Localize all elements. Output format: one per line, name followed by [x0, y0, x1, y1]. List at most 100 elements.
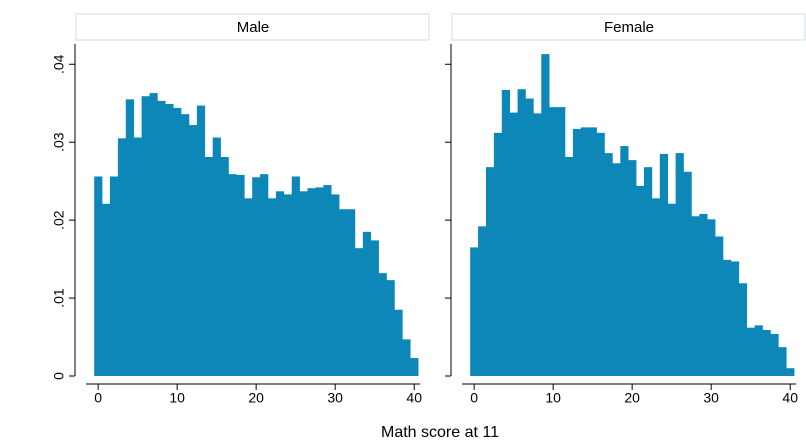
y-tick-label: .04: [51, 54, 67, 74]
x-tick-label: 10: [545, 390, 561, 406]
histogram-bar: [628, 160, 637, 376]
histogram-bar: [362, 231, 372, 376]
histogram-bar: [299, 191, 308, 376]
histogram-bar: [730, 261, 740, 376]
histogram-bar: [94, 176, 103, 376]
histogram-bar: [228, 174, 237, 376]
y-tick-label: 0: [51, 372, 67, 380]
histogram-bar: [596, 132, 605, 376]
panel-header: [75, 13, 430, 41]
histogram-bar: [746, 327, 755, 376]
panel-title: Female: [604, 19, 654, 36]
histogram-bar: [291, 176, 300, 376]
histogram-bar: [157, 100, 166, 376]
histogram-bar: [378, 273, 387, 376]
histogram-bar: [244, 198, 253, 376]
histogram-bar: [252, 177, 261, 376]
y-tick-label: .03: [51, 132, 67, 152]
histogram-bar: [402, 339, 411, 376]
histogram-bar: [339, 209, 348, 376]
histogram-bar: [493, 132, 503, 376]
histogram-bar: [738, 283, 748, 376]
histogram-bar: [133, 137, 142, 376]
histogram-bar: [612, 163, 621, 376]
histogram-bar: [268, 198, 277, 376]
histogram-bar: [236, 174, 245, 376]
y-tick-label: .01: [51, 288, 67, 308]
histogram-bar: [651, 198, 661, 376]
histogram-bar: [723, 259, 732, 376]
histogram-bar: [549, 107, 558, 376]
histogram-bar: [533, 113, 542, 376]
histogram-bar: [354, 248, 364, 376]
histogram-bar: [691, 216, 700, 376]
histogram-bar: [667, 203, 676, 376]
histogram-bar: [196, 105, 206, 376]
histogram-bar: [580, 127, 590, 376]
histogram-bar: [478, 226, 487, 376]
histogram-bar: [212, 137, 221, 376]
x-tick-label: 20: [248, 390, 264, 406]
histogram-bar: [644, 167, 653, 376]
histogram-bar: [572, 128, 582, 376]
histogram-bar: [283, 194, 293, 376]
x-tick-label: 0: [470, 390, 478, 406]
histogram-bar: [323, 185, 332, 376]
histogram-bar: [260, 174, 269, 376]
panel-title: Male: [237, 19, 270, 36]
histogram-bar: [173, 107, 182, 377]
histogram-bar: [220, 157, 229, 376]
histogram-bar: [557, 107, 566, 376]
histogram-bar: [485, 167, 495, 376]
histogram-bar: [770, 333, 779, 376]
histogram-bar: [347, 209, 356, 376]
histogram-bar: [141, 96, 150, 376]
histogram-bar: [117, 138, 127, 376]
histogram-bar: [275, 191, 285, 376]
x-tick-label: 30: [327, 390, 343, 406]
histogram-bar: [315, 187, 324, 376]
histogram-bar: [125, 99, 134, 376]
histogram-bar: [410, 358, 419, 376]
histogram-bar: [541, 54, 550, 376]
histogram-bar: [102, 203, 111, 376]
histogram-bar: [588, 127, 597, 376]
histogram-bar: [525, 98, 534, 377]
x-tick-label: 10: [169, 390, 185, 406]
histogram-bar: [620, 146, 629, 376]
x-tick-label: 30: [703, 390, 719, 406]
histogram-bar: [188, 125, 198, 377]
histogram-bar: [699, 213, 708, 376]
histogram-bar: [683, 171, 692, 376]
x-tick-label: 0: [94, 390, 102, 406]
x-tick-label: 20: [624, 390, 640, 406]
histogram-bar: [564, 157, 574, 376]
histogram-bar: [715, 236, 724, 376]
histogram-bar: [778, 347, 787, 376]
histogram-bar: [754, 325, 763, 376]
x-tick-label: 40: [406, 390, 422, 406]
histogram-bar: [707, 219, 716, 376]
histogram-bar: [109, 176, 119, 376]
x-tick-label: 40: [782, 390, 798, 406]
histogram-bar: [762, 330, 771, 376]
histogram-bar: [307, 188, 316, 376]
histogram-bar: [509, 112, 518, 377]
histogram-bar: [181, 114, 190, 377]
histogram-bar: [501, 89, 510, 376]
histogram-bar: [470, 247, 479, 376]
histogram-bar: [604, 153, 613, 376]
histogram-bar: [659, 153, 669, 376]
histogram-bar: [786, 368, 795, 376]
histogram-bar: [165, 104, 174, 376]
histogram-bar: [149, 93, 158, 376]
y-tick-label: .02: [51, 210, 67, 230]
histogram-bar: [517, 89, 526, 377]
histogram-bar: [370, 240, 379, 376]
histogram-bar: [386, 280, 395, 376]
panel-header: [451, 13, 806, 41]
histogram-bar: [331, 194, 340, 376]
histogram-bar: [204, 157, 214, 376]
x-axis-label: Math score at 11: [381, 424, 499, 441]
